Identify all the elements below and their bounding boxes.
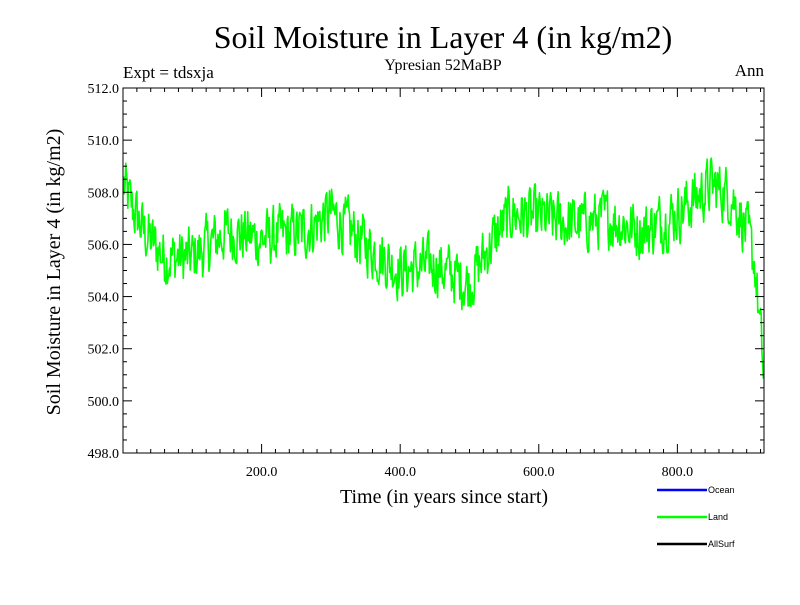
- season-label: Ann: [735, 61, 765, 80]
- legend-label-allsurf: AllSurf: [708, 539, 735, 549]
- y-tick-label: 508.0: [88, 186, 120, 201]
- legend-label-land: Land: [708, 512, 728, 522]
- x-tick-label: 200.0: [246, 465, 278, 480]
- chart-title: Soil Moisture in Layer 4 (in kg/m2): [214, 19, 673, 55]
- series-layer: [122, 157, 765, 379]
- y-axis-label: Soil Moisture in Layer 4 (in kg/m2): [43, 129, 65, 416]
- legend-label-ocean: Ocean: [708, 485, 735, 495]
- y-tick-label: 498.0: [88, 447, 120, 462]
- y-tick-label: 512.0: [88, 82, 120, 97]
- y-tick-label: 502.0: [88, 343, 120, 358]
- experiment-label: Expt = tdsxja: [123, 63, 214, 82]
- series-line-land: [122, 157, 765, 379]
- axes-layer: 200.0 400.0 600.0 800.0 498.0 500.0 502.0 504.0…: [88, 82, 765, 480]
- chart-subtitle: Ypresian 52MaBP: [384, 57, 501, 74]
- y-tick-label: 506.0: [88, 238, 120, 253]
- x-tick-label: 600.0: [523, 465, 555, 480]
- y-tick-label: 510.0: [88, 134, 120, 149]
- legend: Ocean Land AllSurf: [657, 485, 735, 549]
- y-tick-label: 500.0: [88, 395, 120, 410]
- plot-frame: [122, 87, 765, 454]
- x-tick-label: 800.0: [662, 465, 694, 480]
- x-tick-label: 400.0: [384, 465, 416, 480]
- y-tick-label: 504.0: [88, 291, 120, 306]
- x-axis-label: Time (in years since start): [340, 486, 548, 508]
